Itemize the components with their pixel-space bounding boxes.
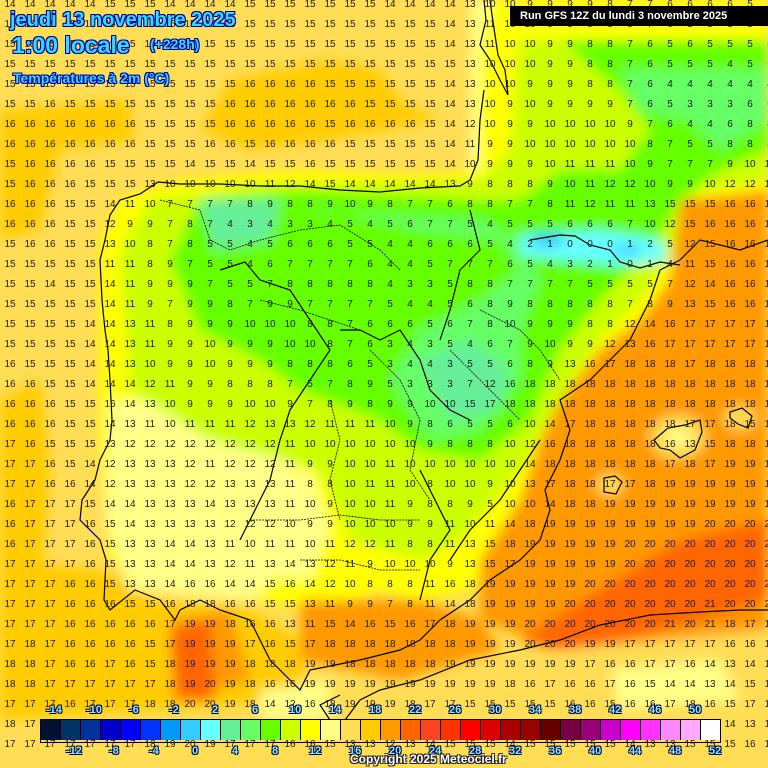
legend-swatch (561, 720, 581, 740)
legend-label-bottom: 44 (629, 745, 642, 757)
legend-label-bottom: 48 (669, 745, 682, 757)
legend-swatch (541, 720, 561, 740)
legend-label-bottom: 40 (589, 745, 602, 757)
legend-swatch (441, 720, 461, 740)
forecast-time: 1:00 locale (12, 32, 130, 58)
legend-swatch (121, 720, 141, 740)
legend-swatch (181, 720, 201, 740)
legend-label-top: 38 (569, 704, 582, 716)
legend-label-bottom: 36 (549, 745, 562, 757)
forecast-date: jeudi 13 novembre 2025 (10, 9, 236, 31)
legend-label-bottom: 32 (509, 745, 522, 757)
legend-swatch (261, 720, 281, 740)
legend-swatch (341, 720, 361, 740)
legend-label-top: 46 (649, 704, 662, 716)
legend-swatch (661, 720, 681, 740)
copyright-notice: Copyright 2025 Meteociel.fr (350, 752, 507, 766)
legend-swatch (101, 720, 121, 740)
legend-label-bottom: 12 (309, 745, 322, 757)
legend-label-top: 10 (289, 704, 302, 716)
region-borders (159, 199, 561, 571)
legend-swatch (221, 720, 241, 740)
legend-swatch (581, 720, 601, 740)
legend-swatch (381, 720, 401, 740)
legend-swatch (161, 720, 181, 740)
legend-swatch (461, 720, 481, 740)
legend-swatch (241, 720, 261, 740)
legend-swatch (421, 720, 441, 740)
temperature-field (0, 0, 768, 720)
legend-swatch (401, 720, 421, 740)
legend-label-bottom: 16 (349, 745, 362, 757)
legend-label-bottom: -8 (109, 745, 119, 757)
legend-label-top: 34 (529, 704, 542, 716)
legend-swatch (81, 720, 101, 740)
legend-swatch (41, 720, 61, 740)
legend-label-bottom: 4 (232, 745, 239, 757)
legend-label-top: 6 (252, 704, 259, 716)
legend-swatch (141, 720, 161, 740)
legend-label-top: 50 (689, 704, 702, 716)
legend-label-bottom: 0 (192, 745, 199, 757)
model-run-label: Run GFS 12Z du lundi 3 novembre 2025 (510, 6, 768, 26)
legend-label-top: 22 (409, 704, 422, 716)
legend-swatch (501, 720, 521, 740)
legend-swatch (701, 720, 720, 740)
legend-swatch (301, 720, 321, 740)
legend-swatch (281, 720, 301, 740)
legend-label-top: -2 (169, 704, 179, 716)
color-scale-legend (40, 719, 721, 743)
legend-label-top: -14 (46, 704, 62, 716)
legend-label-bottom: 28 (469, 745, 482, 757)
legend-swatch (321, 720, 341, 740)
legend-label-bottom: 24 (429, 745, 442, 757)
legend-swatch (201, 720, 221, 740)
legend-label-bottom: -4 (149, 745, 159, 757)
legend-label-top: -6 (129, 704, 139, 716)
legend-swatch (681, 720, 701, 740)
variable-title: Températures à 2m (°C) (13, 70, 170, 86)
legend-swatch (521, 720, 541, 740)
legend-label-bottom: 8 (272, 745, 279, 757)
legend-swatch (361, 720, 381, 740)
legend-label-top: 30 (489, 704, 502, 716)
legend-swatch (621, 720, 641, 740)
legend-label-bottom: 20 (389, 745, 402, 757)
legend-label-bottom: 52 (709, 745, 722, 757)
legend-swatch (641, 720, 661, 740)
legend-label-top: -10 (86, 704, 102, 716)
legend-swatch (601, 720, 621, 740)
legend-label-top: 18 (369, 704, 382, 716)
legend-label-top: 14 (329, 704, 342, 716)
legend-swatch (61, 720, 81, 740)
legend-label-top: 26 (449, 704, 462, 716)
legend-swatch (481, 720, 501, 740)
forecast-lead-time: (+228h) (150, 36, 200, 52)
legend-label-bottom: -12 (66, 745, 82, 757)
legend-label-top: 2 (212, 704, 219, 716)
legend-label-top: 42 (609, 704, 622, 716)
coastlines (79, 0, 768, 721)
